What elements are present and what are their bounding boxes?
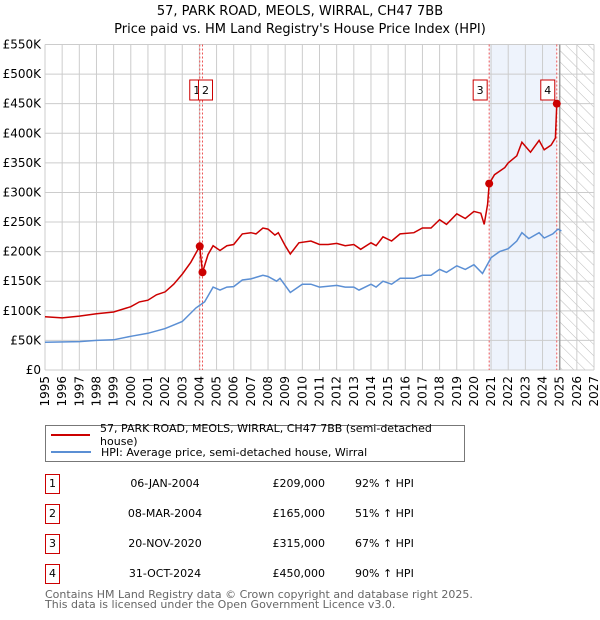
x-tick-label: 2003 (175, 376, 189, 407)
sale-hpi-change: 67% ↑ HPI (355, 537, 414, 550)
series-line-property (44, 101, 561, 319)
x-tick-label: 2019 (450, 376, 464, 407)
y-tick-label: £0 (26, 363, 41, 377)
x-tick-label: 2010 (295, 376, 309, 407)
sale-point (485, 179, 494, 188)
x-tick-label: 2006 (227, 376, 241, 407)
y-tick-label: £300K (3, 185, 43, 199)
x-tick-label: 2011 (313, 376, 327, 407)
y-tick-label: £500K (3, 67, 43, 81)
sale-label-box (540, 79, 556, 101)
series-line-hpi (44, 228, 562, 343)
x-tick-label: 2024 (536, 376, 550, 407)
sale-date: 08-MAR-2004 (127, 507, 203, 520)
sale-table-row: 3 20-NOV-2020 £315,000 67% ↑ HPI (45, 534, 465, 554)
sale-number: 4 (45, 564, 60, 584)
x-tick-label: 2001 (141, 376, 155, 407)
chart-subtitle: Price paid vs. HM Land Registry's House … (114, 22, 486, 37)
sale-table-row: 4 31-OCT-2024 £450,000 90% ↑ HPI (45, 564, 465, 584)
y-tick-label: £50K (10, 333, 42, 347)
x-tick-label: 2023 (518, 376, 532, 407)
x-tick-label: 2009 (278, 376, 292, 407)
sale-point (198, 268, 207, 277)
x-tick-label: 2014 (364, 376, 378, 407)
sale-number: 1 (45, 474, 60, 494)
sale-price: £315,000 (272, 537, 326, 550)
x-tick-label: 1996 (55, 376, 69, 407)
y-tick-label: £450K (3, 97, 43, 111)
sale-hpi-change: 90% ↑ HPI (355, 567, 414, 580)
sale-label: 1 (193, 84, 200, 97)
x-tick-label: 2022 (501, 376, 515, 407)
sale-point (552, 99, 561, 108)
chart-title: 57, PARK ROAD, MEOLS, WIRRAL, CH47 7BB (156, 4, 444, 19)
sale-price: £165,000 (272, 507, 326, 520)
sale-price: £450,000 (272, 567, 326, 580)
sale-table-row: 1 06-JAN-2004 £209,000 92% ↑ HPI (45, 474, 465, 494)
sale-label: 4 (544, 84, 551, 97)
y-tick-label: £150K (3, 274, 43, 288)
sale-number: 2 (45, 504, 60, 524)
x-tick-label: 1998 (89, 376, 103, 407)
sale-number: 3 (45, 534, 60, 554)
x-tick-label: 2016 (398, 376, 412, 407)
x-tick-label: 2025 (553, 376, 567, 407)
footer-copyright: Contains HM Land Registry data © Crown c… (45, 588, 473, 601)
x-tick-label: 2026 (570, 376, 584, 407)
x-tick-label: 2020 (467, 376, 481, 407)
x-tick-label: 1997 (72, 376, 86, 407)
x-tick-label: 2017 (415, 376, 429, 407)
x-tick-label: 2008 (261, 376, 275, 407)
x-tick-label: 2013 (347, 376, 361, 407)
y-tick-label: £400K (3, 126, 43, 140)
legend-label-hpi: HPI: Average price, semi-detached house,… (101, 445, 368, 459)
sale-date: 20-NOV-2020 (128, 537, 202, 550)
sale-price: £209,000 (272, 477, 326, 490)
legend-swatch-red (51, 434, 91, 436)
x-tick-label: 2018 (433, 376, 447, 407)
legend-item-property: 57, PARK ROAD, MEOLS, WIRRAL, CH47 7BB (… (51, 422, 464, 448)
sale-table-row: 2 08-MAR-2004 £165,000 51% ↑ HPI (45, 504, 465, 524)
sale-label-box (472, 79, 488, 101)
y-tick-label: £250K (3, 215, 43, 229)
sale-label-box (197, 79, 213, 101)
x-tick-label: 2021 (484, 376, 498, 407)
x-tick-label: 1995 (38, 376, 52, 407)
sale-date: 06-JAN-2004 (130, 477, 200, 490)
sale-hpi-change: 51% ↑ HPI (355, 507, 414, 520)
footer-licence: This data is licensed under the Open Gov… (45, 598, 396, 611)
y-tick-label: £200K (3, 245, 43, 259)
legend-item-hpi: HPI: Average price, semi-detached house,… (51, 444, 367, 460)
legend: 57, PARK ROAD, MEOLS, WIRRAL, CH47 7BB (… (45, 422, 465, 462)
y-tick-label: £100K (3, 304, 43, 318)
x-tick-label: 1999 (107, 376, 121, 407)
y-tick-label: £350K (3, 156, 43, 170)
x-tick-label: 2002 (158, 376, 172, 407)
x-tick-label: 2027 (587, 376, 600, 407)
plot-area: 1 2 3 4 1995 1996 1997 1998 1999 2000 2001 2002 2003… (3, 38, 600, 407)
sale-point (195, 242, 204, 251)
legend-label-property: 57, PARK ROAD, MEOLS, WIRRAL, CH47 7BB (… (100, 422, 432, 448)
sale-date: 31-OCT-2024 (128, 567, 202, 580)
x-tick-label: 2005 (210, 376, 224, 407)
sale-hpi-change: 92% ↑ HPI (355, 477, 414, 490)
x-tick-label: 2000 (124, 376, 138, 407)
x-tick-label: 2007 (244, 376, 258, 407)
x-tick-label: 2015 (381, 376, 395, 407)
sale-label: 2 (202, 84, 209, 97)
legend-swatch-blue (51, 451, 91, 453)
sale-label: 3 (477, 84, 484, 97)
x-tick-label: 2012 (330, 376, 344, 407)
y-tick-label: £550K (3, 38, 43, 52)
x-tick-label: 2004 (192, 376, 206, 407)
